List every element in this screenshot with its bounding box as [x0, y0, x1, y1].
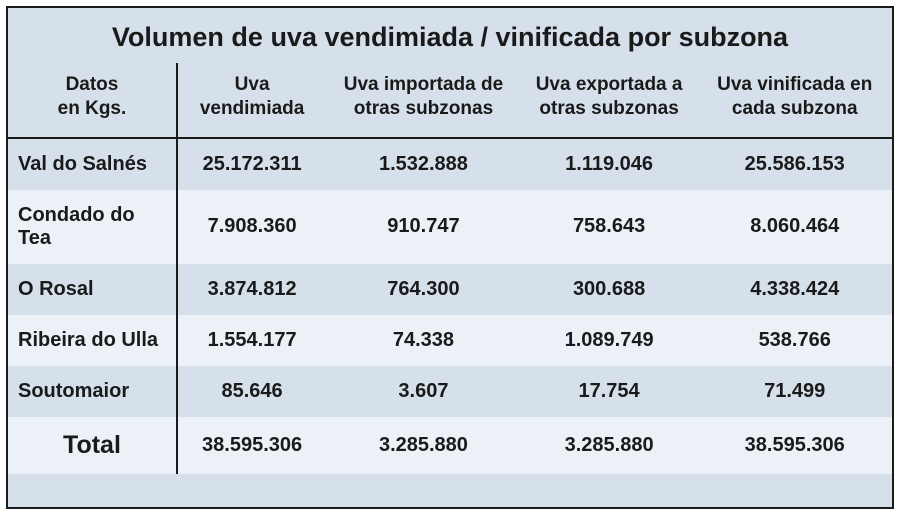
row-label: Val do Salnés	[8, 139, 176, 190]
row-value: 8.060.464	[697, 190, 891, 264]
table-body: Val do Salnés 25.172.311 1.532.888 1.119…	[8, 139, 892, 474]
row-value: 1.089.749	[521, 315, 698, 366]
row-value: 71.499	[697, 366, 891, 417]
row-value: 85.646	[176, 366, 326, 417]
row-label: O Rosal	[8, 264, 176, 315]
col-header-vendimiada: Uva vendimiada	[176, 63, 326, 137]
row-value: 7.908.360	[176, 190, 326, 264]
table-row: Ribeira do Ulla 1.554.177 74.338 1.089.7…	[8, 315, 892, 366]
col-header-datos: Datos en Kgs.	[8, 63, 176, 137]
table-row: Soutomaior 85.646 3.607 17.754 71.499	[8, 366, 892, 417]
row-label: Soutomaior	[8, 366, 176, 417]
row-value: 74.338	[326, 315, 520, 366]
grape-volume-table: Volumen de uva vendimiada / vinificada p…	[6, 6, 894, 509]
col-header-vinificada: Uva vinificada en cada subzona	[697, 63, 891, 137]
row-value: 17.754	[521, 366, 698, 417]
row-value: 758.643	[521, 190, 698, 264]
total-value: 38.595.306	[176, 417, 326, 474]
table-row: Val do Salnés 25.172.311 1.532.888 1.119…	[8, 139, 892, 190]
row-value: 3.874.812	[176, 264, 326, 315]
row-value: 25.586.153	[697, 139, 891, 190]
row-label: Condado do Tea	[8, 190, 176, 264]
table-header-row: Datos en Kgs. Uva vendimiada Uva importa…	[8, 63, 892, 139]
row-label: Ribeira do Ulla	[8, 315, 176, 366]
total-label: Total	[8, 417, 176, 474]
table-title: Volumen de uva vendimiada / vinificada p…	[8, 8, 892, 63]
total-value: 3.285.880	[326, 417, 520, 474]
row-value: 300.688	[521, 264, 698, 315]
table-row: Condado do Tea 7.908.360 910.747 758.643…	[8, 190, 892, 264]
row-value: 4.338.424	[697, 264, 891, 315]
total-value: 3.285.880	[521, 417, 698, 474]
row-value: 1.554.177	[176, 315, 326, 366]
col-header-exportada: Uva exportada a otras subzonas	[521, 63, 698, 137]
row-value: 1.532.888	[326, 139, 520, 190]
row-value: 910.747	[326, 190, 520, 264]
table-total-row: Total 38.595.306 3.285.880 3.285.880 38.…	[8, 417, 892, 474]
row-value: 1.119.046	[521, 139, 698, 190]
col-header-importada: Uva importada de otras subzonas	[326, 63, 520, 137]
row-value: 764.300	[326, 264, 520, 315]
total-value: 38.595.306	[697, 417, 891, 474]
row-value: 25.172.311	[176, 139, 326, 190]
table-row: O Rosal 3.874.812 764.300 300.688 4.338.…	[8, 264, 892, 315]
row-value: 3.607	[326, 366, 520, 417]
row-value: 538.766	[697, 315, 891, 366]
